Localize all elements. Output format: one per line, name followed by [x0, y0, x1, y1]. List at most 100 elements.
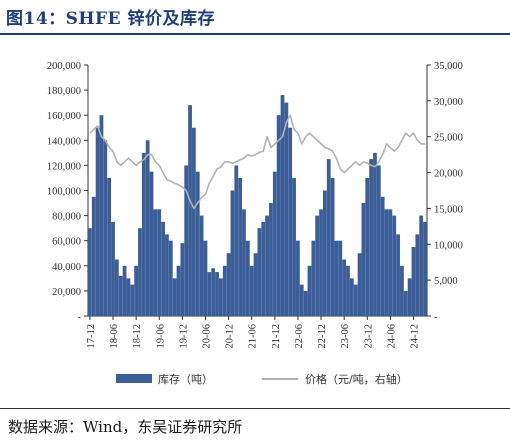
left-tick-label: -	[78, 312, 82, 323]
left-tick-label: 200,000	[47, 61, 81, 72]
inventory-bar	[176, 265, 181, 316]
inventory-bar	[365, 177, 370, 316]
right-tick-label: 10,000	[434, 240, 463, 251]
x-tick-label: 21-12	[271, 324, 282, 349]
inventory-bar	[99, 115, 104, 316]
inventory-bar	[172, 278, 177, 316]
inventory-bar	[168, 240, 173, 316]
bottom-rule	[0, 408, 510, 409]
legend: 库存（吨） 价格（元/吨，右轴）	[116, 372, 408, 386]
price-line	[89, 114, 426, 210]
x-tick-label: 20-12	[225, 324, 236, 349]
inventory-bar	[126, 278, 131, 316]
inventory-bar	[114, 259, 119, 316]
inventory-bar	[315, 215, 320, 316]
inventory-bar	[292, 177, 296, 316]
right-tick-label: 30,000	[434, 97, 463, 108]
left-tick-label: 40,000	[52, 262, 81, 273]
legend-inventory-label: 库存（吨）	[158, 372, 213, 386]
inventory-bar	[111, 221, 115, 316]
inventory-bar	[392, 215, 397, 316]
source-note: 数据来源：Wind，东吴证券研究所	[8, 418, 243, 436]
inventory-bar	[349, 278, 354, 316]
inventory-bar	[161, 221, 165, 316]
right-tick-label: -	[434, 312, 438, 323]
inventory-bar	[141, 152, 146, 316]
inventory-bar	[334, 240, 339, 316]
inventory-bar	[403, 290, 408, 316]
inventory-bar	[384, 209, 389, 316]
inventory-bar	[203, 240, 208, 316]
inventory-bar	[346, 265, 350, 316]
inventory-bar	[396, 234, 400, 316]
x-tick-label: 23-12	[363, 324, 374, 349]
x-tick-label: 19-12	[178, 324, 189, 349]
inventory-bar	[419, 215, 424, 316]
inventory-bar	[230, 190, 235, 316]
inventory-bar	[257, 228, 262, 316]
inventory-bar	[376, 165, 381, 316]
inventory-bar	[192, 127, 196, 316]
left-tick-label: 60,000	[52, 237, 81, 248]
inventory-bar	[122, 265, 127, 316]
right-tick-label: 5,000	[434, 276, 458, 287]
right-tick-label: 20,000	[434, 169, 463, 180]
left-tick-label: 100,000	[47, 187, 81, 198]
x-tick-label: 18-06	[109, 324, 120, 349]
inventory-bar	[118, 275, 123, 316]
inventory-bar	[299, 284, 304, 316]
inventory-bar	[207, 272, 212, 316]
x-tick-label: 20-06	[201, 324, 212, 349]
inventory-bar	[249, 265, 254, 316]
inventory-bar	[400, 265, 404, 316]
inventory-bar	[280, 95, 285, 317]
inventory-bar	[242, 209, 246, 316]
inventory-bar	[184, 165, 189, 316]
inventory-bar	[388, 209, 393, 316]
inventory-bar	[407, 278, 412, 316]
inventory-bar	[91, 196, 96, 316]
inventory-bar	[261, 221, 266, 316]
inventory-bar	[145, 140, 150, 316]
inventory-bar	[353, 284, 358, 316]
inventory-bar	[157, 209, 162, 316]
left-tick-label: 120,000	[47, 161, 81, 172]
line-layer	[89, 114, 426, 210]
right-tick-label: 25,000	[434, 133, 463, 144]
inventory-bar	[284, 102, 289, 317]
inventory-bar	[215, 272, 219, 316]
x-tick-label: 21-06	[248, 324, 259, 349]
inventory-bar	[165, 234, 169, 316]
inventory-bar	[218, 278, 223, 316]
inventory-bar	[222, 265, 227, 316]
inventory-bar	[134, 265, 139, 316]
inventory-bar	[103, 140, 108, 316]
inventory-bar	[88, 228, 92, 316]
inventory-bar	[369, 159, 373, 316]
x-tick-label: 17-12	[86, 324, 97, 349]
x-tick-label: 24-06	[386, 324, 397, 349]
inventory-bar	[319, 209, 323, 316]
right-tick-label: 35,000	[434, 61, 463, 72]
inventory-bar	[107, 177, 112, 316]
inventory-bar	[253, 253, 258, 316]
inventory-bar	[149, 171, 154, 316]
figure-title: 图14：SHFE 锌价及库存	[6, 9, 215, 29]
legend-inventory-swatch	[116, 374, 152, 383]
inventory-bar	[296, 240, 300, 316]
inventory-bar	[326, 159, 331, 316]
inventory-bar	[245, 240, 250, 316]
inventory-bar	[265, 215, 269, 316]
inventory-bar	[307, 265, 312, 316]
x-tick-label: 24-12	[410, 324, 421, 349]
inventory-bar	[153, 209, 158, 316]
inventory-bar	[130, 284, 135, 316]
inventory-bar	[238, 177, 243, 316]
inventory-bar	[211, 268, 216, 316]
left-tick-label: 180,000	[47, 86, 81, 97]
inventory-bar	[361, 203, 366, 316]
inventory-bar	[95, 127, 100, 316]
inventory-bar	[199, 215, 204, 316]
x-tick-label: 19-06	[155, 324, 166, 349]
inventory-bar	[288, 127, 293, 316]
